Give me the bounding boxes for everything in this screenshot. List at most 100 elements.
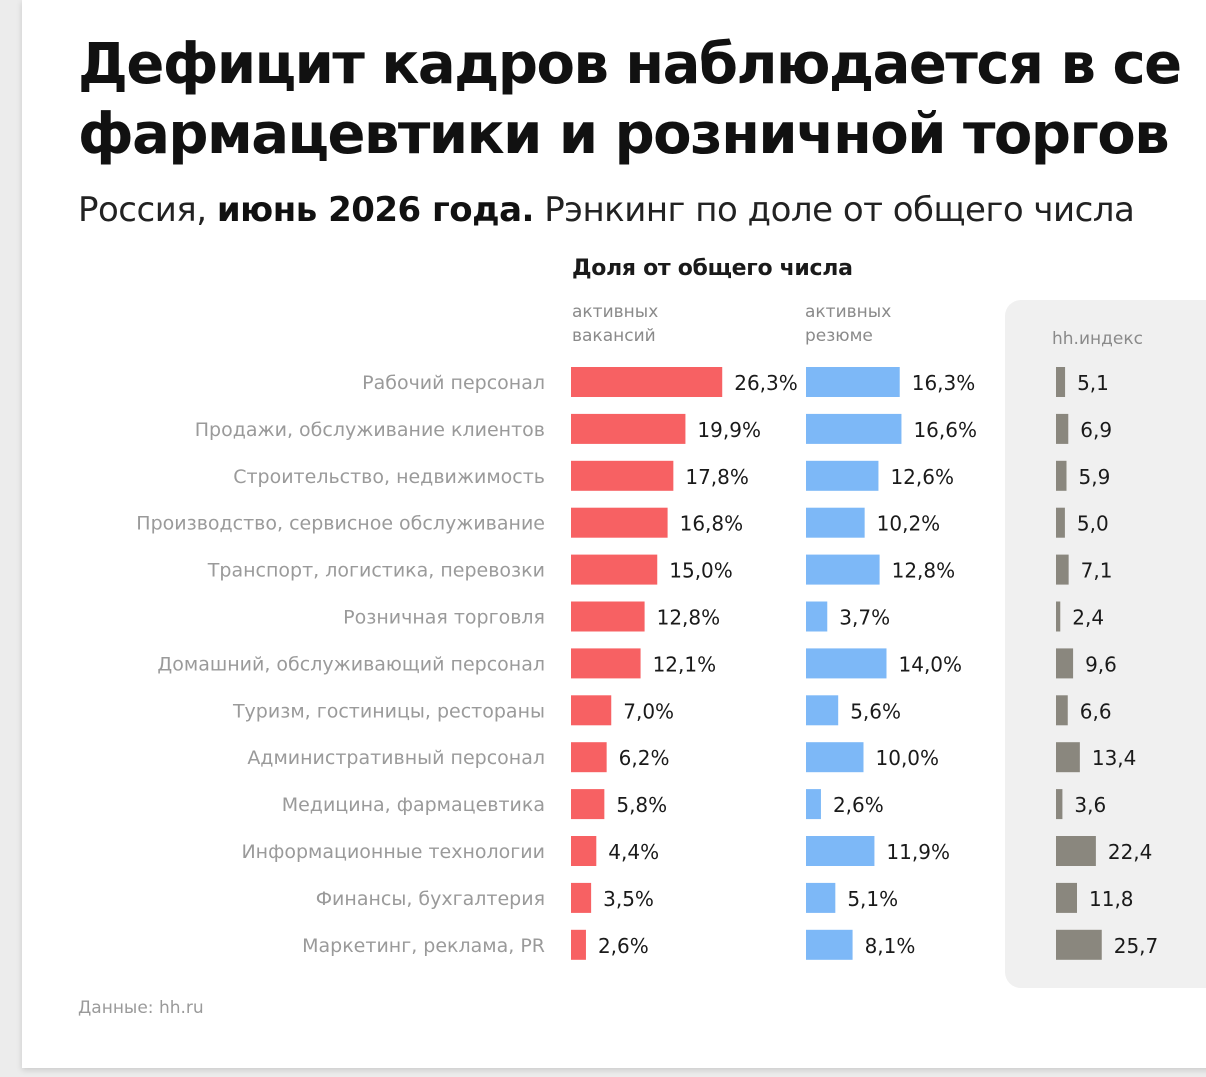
column-header-vacancies: активных вакансий: [572, 302, 659, 346]
hh-index-bar: [1056, 929, 1102, 960]
resumes-bar: [806, 929, 853, 960]
resumes-bar: [806, 367, 900, 397]
title-line-1: Дефицит кадров наблюдается в се: [78, 32, 1182, 97]
category-label: Административный персонал: [247, 747, 545, 769]
vacancies-value-label: 5,8%: [616, 793, 667, 817]
resumes-bar: [806, 413, 902, 444]
vacancies-bar: [571, 367, 723, 397]
resumes-bar: [806, 460, 879, 491]
hh-index-bar: [1056, 882, 1078, 913]
category-label: Маркетинг, реклама, PR: [302, 935, 545, 957]
vacancies-bar: [571, 882, 592, 913]
resumes-value-label: 2,6%: [833, 793, 884, 817]
hh-index-value-label: 5,9: [1079, 465, 1111, 489]
vacancies-value-label: 16,8%: [680, 512, 744, 536]
hh-index-value-label: 6,9: [1080, 418, 1112, 442]
resumes-bar: [806, 601, 828, 632]
vacancies-bar: [571, 507, 668, 538]
source-note: Данные: hh.ru: [78, 998, 204, 1018]
subtitle-date: июнь 2026 года.: [216, 190, 535, 230]
category-label: Производство, сервисное обслуживание: [136, 513, 545, 535]
resumes-value-label: 10,2%: [877, 512, 941, 536]
resumes-bar: [806, 695, 839, 726]
hh-index-bar: [1056, 836, 1096, 866]
hh-index-value-label: 11,8: [1089, 887, 1134, 911]
vacancies-value-label: 12,1%: [653, 652, 717, 676]
vacancies-bar: [571, 648, 641, 679]
hh-index-bar: [1056, 742, 1080, 773]
resumes-value-label: 14,0%: [899, 652, 963, 676]
vacancies-bar: [571, 742, 607, 773]
hh-index-bar: [1056, 695, 1068, 726]
vacancies-bar: [571, 789, 605, 820]
vacancies-value-label: 2,6%: [598, 934, 649, 958]
vacancies-bar: [571, 601, 645, 632]
vacancies-value-label: 12,8%: [657, 606, 721, 630]
hh-index-value-label: 5,1: [1077, 371, 1109, 395]
hh-index-value-label: 25,7: [1114, 934, 1159, 958]
title-line-2: фармацевтики и розничной торгов: [78, 102, 1170, 167]
hh-index-value-label: 13,4: [1092, 746, 1137, 770]
resumes-bar: [806, 836, 875, 866]
resumes-value-label: 3,7%: [839, 606, 890, 630]
hh-index-bar: [1056, 648, 1074, 679]
hh-index-value-label: 7,1: [1081, 559, 1113, 583]
hh-index-bar: [1056, 460, 1067, 491]
hh-index-bar: [1056, 507, 1065, 538]
hh-index-bar: [1056, 554, 1069, 585]
vacancies-bar: [571, 695, 612, 726]
hh-index-bar: [1056, 413, 1069, 444]
category-label: Продажи, обслуживание клиентов: [195, 419, 545, 441]
vacancies-value-label: 19,9%: [697, 418, 761, 442]
hh-index-value-label: 3,6: [1074, 793, 1106, 817]
category-label: Розничная торговля: [343, 607, 545, 629]
vacancies-bar: [571, 836, 597, 866]
category-label: Туризм, гостиницы, рестораны: [232, 700, 545, 722]
hh-index-bar: [1056, 789, 1063, 820]
column-header-hh-index: hh.индекс: [1052, 329, 1143, 349]
resumes-value-label: 10,0%: [876, 746, 940, 770]
hh-index-value-label: 6,6: [1080, 699, 1112, 723]
hh-index-value-label: 22,4: [1108, 840, 1153, 864]
resumes-bar: [806, 789, 821, 820]
category-label: Транспорт, логистика, перевозки: [207, 560, 545, 582]
resumes-value-label: 5,6%: [850, 699, 901, 723]
vacancies-value-label: 6,2%: [619, 746, 670, 770]
category-label: Рабочий персонал: [362, 372, 545, 394]
resumes-value-label: 12,8%: [892, 559, 956, 583]
vacancies-value-label: 4,4%: [608, 840, 659, 864]
section-header: Доля от общего числа: [572, 256, 853, 281]
vacancies-bar: [571, 413, 686, 444]
hh-index-value-label: 9,6: [1085, 652, 1117, 676]
hh-index-value-label: 2,4: [1072, 606, 1104, 630]
vacancies-value-label: 15,0%: [669, 559, 733, 583]
category-label: Домашний, обслуживающий персонал: [157, 653, 545, 675]
subtitle-region: Россия,: [78, 190, 217, 230]
hh-index-panel: [1005, 300, 1206, 988]
category-label: Строительство, недвижимость: [233, 466, 545, 488]
column-header-resumes: активных резюме: [805, 302, 892, 346]
category-label: Информационные технологии: [241, 841, 545, 863]
chart-subtitle: Россия, июнь 2026 года. Рэнкинг по доле …: [78, 188, 1135, 232]
resumes-value-label: 16,6%: [913, 418, 977, 442]
hh-index-bar: [1056, 601, 1061, 632]
resumes-value-label: 11,9%: [886, 840, 950, 864]
resumes-bar: [806, 882, 836, 913]
vacancies-bar: [571, 554, 658, 585]
resumes-value-label: 16,3%: [912, 371, 976, 395]
hh-index-bar: [1056, 367, 1066, 397]
subtitle-description: Рэнкинг по доле от общего числа: [533, 190, 1135, 230]
vacancies-value-label: 26,3%: [734, 371, 798, 395]
resumes-bar: [806, 648, 887, 679]
resumes-bar: [806, 742, 864, 773]
category-label: Медицина, фармацевтика: [282, 794, 545, 816]
chart-card: Дефицит кадров наблюдается в се фармацев…: [22, 0, 1206, 1068]
resumes-value-label: 12,6%: [890, 465, 954, 489]
vacancies-value-label: 3,5%: [603, 887, 654, 911]
vacancies-bar: [571, 929, 586, 960]
hh-index-value-label: 5,0: [1077, 512, 1109, 536]
resumes-value-label: 8,1%: [865, 934, 916, 958]
vacancies-value-label: 7,0%: [623, 699, 674, 723]
vacancies-bar: [571, 460, 674, 491]
vacancies-value-label: 17,8%: [685, 465, 749, 489]
